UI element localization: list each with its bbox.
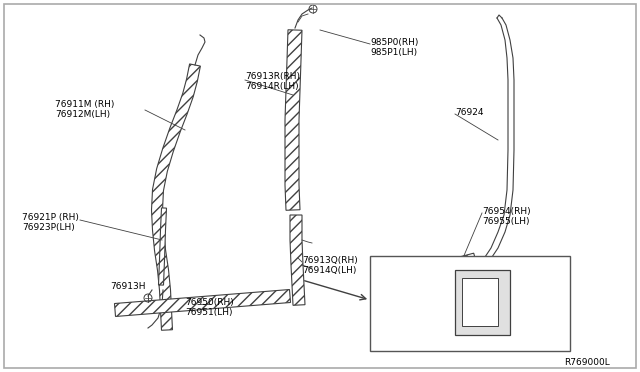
- Text: 76954(RH)
76955(LH): 76954(RH) 76955(LH): [482, 207, 531, 227]
- Polygon shape: [429, 253, 476, 275]
- Polygon shape: [159, 208, 166, 285]
- Text: 76911M (RH)
76912M(LH): 76911M (RH) 76912M(LH): [55, 100, 115, 119]
- Bar: [455, 270, 510, 335]
- Polygon shape: [290, 215, 305, 305]
- Text: 76913R(RH)
76914R(LH): 76913R(RH) 76914R(LH): [245, 72, 300, 92]
- Text: 76921P (RH)
76923P(LH): 76921P (RH) 76923P(LH): [22, 213, 79, 232]
- Text: 76913Q(RH)
76914Q(LH): 76913Q(RH) 76914Q(LH): [302, 256, 358, 275]
- Text: 76950(RH)
76951(LH): 76950(RH) 76951(LH): [185, 298, 234, 317]
- Text: R769000L: R769000L: [564, 358, 610, 367]
- Text: 985P0(RH)
985P1(LH): 985P0(RH) 985P1(LH): [370, 38, 419, 57]
- Text: 76924: 76924: [455, 108, 483, 117]
- Text: 76913H: 76913H: [110, 282, 145, 291]
- Bar: [370, 256, 570, 351]
- Polygon shape: [285, 30, 302, 210]
- Polygon shape: [115, 289, 291, 317]
- Text: 76972N (RH)
76973N(LH): 76972N (RH) 76973N(LH): [415, 298, 473, 317]
- Polygon shape: [152, 64, 200, 330]
- Bar: [462, 278, 498, 326]
